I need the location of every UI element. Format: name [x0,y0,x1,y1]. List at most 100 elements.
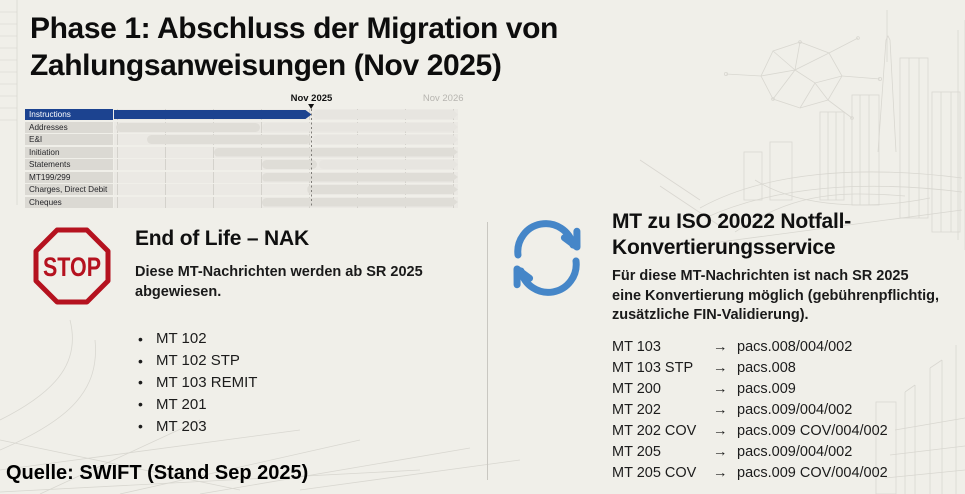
timeline-row: Instructions [25,109,458,120]
rejected-mt-list: • MT 102 • MT 102 STP • MT 103 REMIT • MT 201 • M… [138,328,257,437]
timeline-bar [214,148,458,157]
timeline-row-track [114,146,458,158]
timeline-row-label: Cheques [25,196,113,208]
mapping-mt-code: MT 205 [612,443,661,460]
mapping-iso-code: pacs.009 COV/004/002 [737,464,888,481]
bullet-icon: • [138,330,143,347]
left-panel-heading: End of Life – NAK [135,227,309,250]
mapping-row: MT 202 COV → pacs.009 COV/004/002 [612,420,888,441]
sync-arrows-icon [507,217,587,302]
rejected-mt-item: • MT 102 STP [138,350,257,372]
timeline-row-track [114,171,458,183]
timeline-bar [262,198,458,207]
timeline-row-label: Statements [25,159,113,170]
milestone-label: Nov 2026 [422,93,464,104]
timeline-row-track [114,184,458,195]
timeline-bar [262,160,317,169]
timeline-row-label: Charges, Direct Debit [25,184,113,195]
mapping-mt-code: MT 200 [612,380,661,397]
bullet-icon: • [138,396,143,413]
timeline-bar-ghost [313,135,458,144]
timeline-row-track [114,134,458,145]
timeline-bar-ghost [313,110,458,119]
mapping-mt-code: MT 103 STP [612,359,694,376]
right-panel-heading: MT zu ISO 20022 Notfall- Konvertierungss… [612,210,852,259]
mapping-row: MT 205 COV → pacs.009 COV/004/002 [612,462,888,483]
mapping-iso-code: pacs.009 COV/004/002 [737,422,888,439]
timeline-row: Statements [25,159,458,170]
milestone-label: Nov 2025 [291,93,332,109]
svg-text:STOP: STOP [43,252,101,282]
mapping-mt-code: MT 202 [612,401,661,418]
mapping-mt-code: MT 103 [612,338,661,355]
timeline-bar-ghost [262,123,458,132]
panel-divider [487,222,488,480]
timeline-row-track [114,196,458,208]
rejected-mt-label: MT 103 REMIT [156,373,258,391]
mapping-row: MT 200 → pacs.009 [612,378,888,399]
stop-sign-icon: STOP [29,223,115,314]
mapping-iso-code: pacs.009/004/002 [737,401,853,418]
mapping-row: MT 103 STP → pacs.008 [612,357,888,378]
timeline-row-label: MT199/299 [25,171,113,183]
mapping-row: MT 205 → pacs.009/004/002 [612,441,888,462]
bullet-icon: • [138,352,143,369]
mapping-mt-code: MT 202 COV [612,422,697,439]
timeline-row-label: Addresses [25,121,113,133]
polyhedron-sketch [724,36,883,120]
rejected-mt-label: MT 102 [156,330,207,348]
skyline-sketch-bottom [875,345,965,494]
slide-title: Phase 1: Abschluss der Migration von Zah… [30,12,558,82]
timeline-milestones: Nov 2025 Nov 2026 [114,93,464,109]
rejected-mt-item: • MT 102 [138,328,257,350]
arrow-right-icon: → [713,338,728,355]
timeline-bar-ghost [319,160,458,169]
timeline-row-label: Initiation [25,146,113,158]
timeline-bar [116,122,261,132]
arrow-right-icon: → [713,401,728,418]
arrow-right-icon: → [713,464,728,481]
mapping-row: MT 202 → pacs.009/004/002 [612,399,888,420]
arrow-right-icon: → [713,359,728,376]
mapping-row: MT 103 → pacs.008/004/002 [612,336,888,357]
timeline-bar [146,135,312,144]
timeline-rows: Instructions Addresses E&I Initiation Statem… [25,109,458,208]
arrow-right-icon: → [713,422,728,439]
timeline-bar [307,185,458,194]
timeline-row-track [114,109,458,120]
timeline-row: Charges, Direct Debit [25,184,458,195]
timeline-row-label: E&I [25,134,113,145]
bullet-icon: • [138,374,143,391]
rejected-mt-label: MT 102 STP [156,352,240,370]
mapping-iso-code: pacs.009 [737,380,796,397]
rejected-mt-item: • MT 203 [138,415,257,437]
rejected-mt-item: • MT 201 [138,393,257,415]
timeline-bar [262,173,458,182]
timeline-row: Addresses [25,121,458,133]
source-note: Quelle: SWIFT (Stand Sep 2025) [6,462,309,484]
timeline-row: MT199/299 [25,171,458,183]
rejected-mt-item: • MT 103 REMIT [138,372,257,394]
migration-timeline-chart: Nov 2025 Nov 2026 Instructions Addresses E&… [25,93,464,209]
timeline-row-track [114,121,458,133]
cutoff-dashed-line [311,109,313,207]
rejected-mt-label: MT 203 [156,417,207,435]
mapping-iso-code: pacs.008 [737,359,796,376]
arrow-right-icon: → [713,443,728,460]
rejected-mt-label: MT 201 [156,395,207,413]
arrow-right-icon: → [713,380,728,397]
timeline-row: Initiation [25,146,458,158]
timeline-row-track [114,159,458,170]
mapping-iso-code: pacs.009/004/002 [737,443,853,460]
mt-iso-mapping-table: MT 103 → pacs.008/004/002 MT 103 STP → pacs.0… [612,336,888,483]
mapping-iso-code: pacs.008/004/002 [737,338,853,355]
milestone-marker-icon [308,104,315,109]
mapping-mt-code: MT 205 COV [612,464,697,481]
timeline-bar [114,110,311,119]
timeline-row: E&I [25,134,458,145]
timeline-row: Cheques [25,196,458,208]
timeline-row-label: Instructions [25,109,113,120]
right-panel-description: Für diese MT-Nachrichten ist nach SR 202… [612,268,940,323]
left-panel-description: Diese MT-Nachrichten werden ab SR 2025 a… [135,264,423,300]
